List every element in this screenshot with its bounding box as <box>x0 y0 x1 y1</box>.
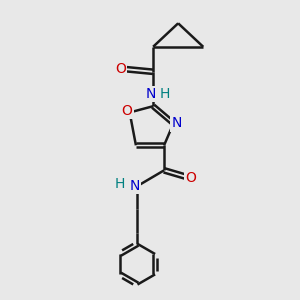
Text: O: O <box>115 62 126 76</box>
Text: O: O <box>122 104 133 118</box>
Text: N: N <box>146 87 156 101</box>
Text: H: H <box>115 177 125 191</box>
Text: N: N <box>130 179 140 193</box>
Text: N: N <box>171 116 182 130</box>
Text: H: H <box>160 87 170 101</box>
Text: O: O <box>185 171 196 185</box>
